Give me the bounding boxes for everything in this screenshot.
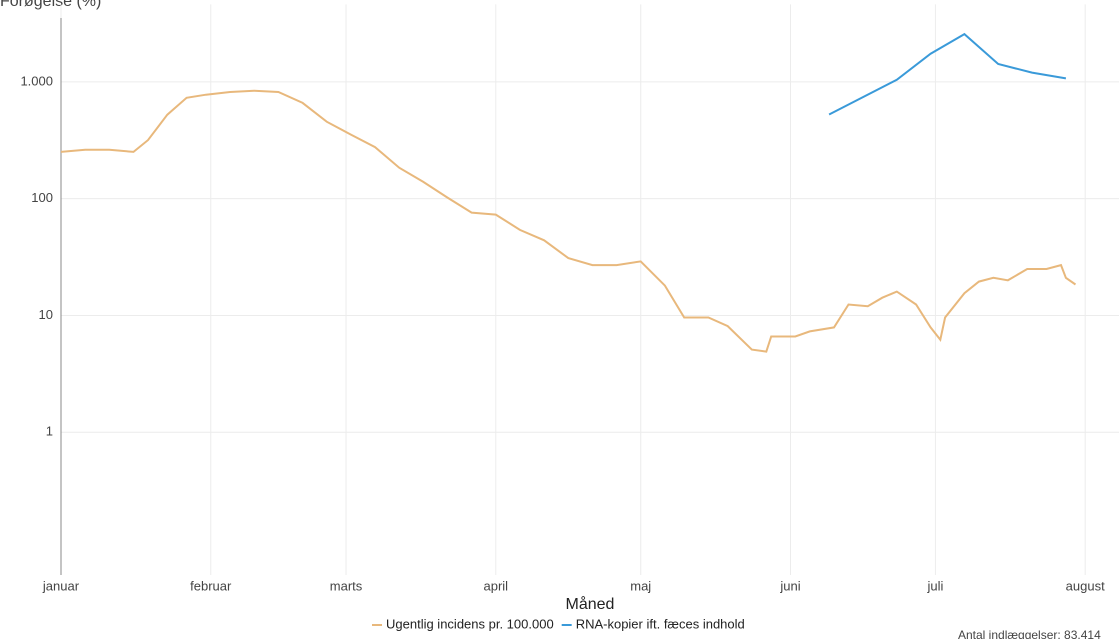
y-tick-label: 1.000 [20,73,53,88]
x-tick-label: juni [779,578,800,593]
y-tick-label: 1 [46,424,53,439]
y-axis-title: Forøgelse (%) [0,0,101,10]
x-axis-title: Måned [566,595,615,613]
legend-label: RNA-kopier ift. fæces indhold [576,616,745,631]
y-tick-label: 10 [39,307,53,322]
note: Antal indlæggelser: 83.414 [958,628,1101,639]
x-tick-label: juli [926,578,943,593]
y-tick-label: 100 [31,190,53,205]
x-tick-label: maj [630,578,651,593]
x-tick-label: marts [330,578,363,593]
x-tick-label: april [484,578,509,593]
series-line [60,89,1077,353]
series-line [828,32,1067,116]
legend-label: Ugentlig incidens pr. 100.000 [386,616,554,631]
x-tick-label: februar [190,578,232,593]
x-tick-label: august [1066,578,1105,593]
x-tick-label: januar [42,578,80,593]
